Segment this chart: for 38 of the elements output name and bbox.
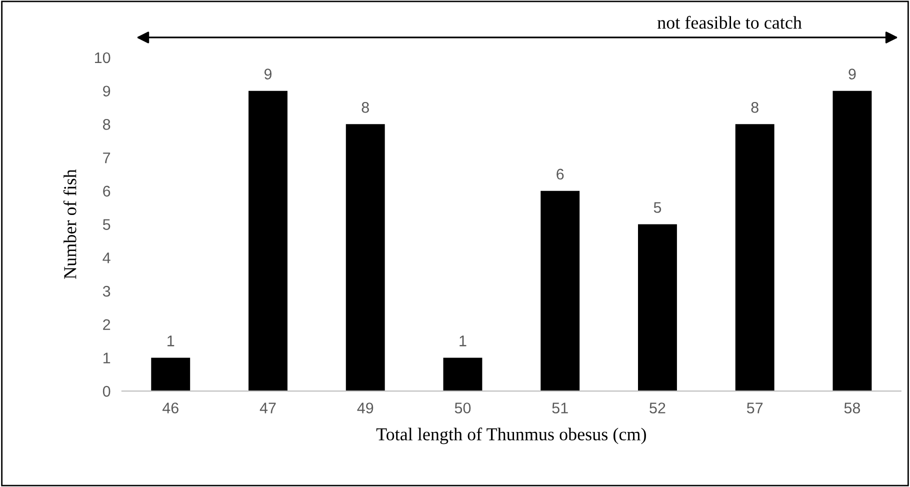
x-tick-label: 51	[552, 402, 568, 414]
y-tick-label: 9	[103, 86, 110, 97]
y-tick-label: 6	[103, 186, 110, 197]
data-label: 1	[168, 336, 174, 346]
bar	[248, 90, 288, 392]
x-tick-label: 52	[650, 402, 666, 414]
data-label: 9	[264, 68, 272, 80]
data-label: 8	[362, 102, 369, 113]
data-label: 9	[848, 68, 856, 80]
y-tick-label: 3	[102, 286, 110, 297]
data-label: 8	[751, 102, 758, 113]
data-label: 1	[460, 336, 466, 346]
x-tick-label: 50	[454, 402, 471, 414]
bar	[151, 358, 190, 392]
bar	[443, 358, 482, 392]
x-tick-label: 58	[844, 402, 860, 414]
y-tick-label: 10	[95, 52, 110, 64]
y-axis-title: Number of fish	[63, 169, 76, 279]
data-label: 6	[556, 168, 564, 180]
x-tick-label: 49	[357, 402, 374, 414]
x-tick-label: 46	[162, 402, 178, 414]
text: not feasible to catch	[658, 16, 802, 29]
bar	[832, 90, 872, 392]
data-label: 5	[654, 202, 662, 213]
y-tick-label: 4	[102, 252, 110, 264]
bar	[638, 224, 677, 392]
x-tick-label: 57	[746, 402, 763, 414]
bar	[540, 190, 580, 392]
y-tick-label: 2	[103, 319, 110, 330]
y-tick-label: 1	[104, 352, 110, 364]
bar	[735, 124, 774, 392]
y-tick-label: 8	[102, 119, 110, 130]
x-tick-label: 47	[260, 402, 276, 414]
y-tick-label: 0	[102, 386, 110, 397]
y-tick-label: 7	[103, 152, 110, 164]
y-tick-label: 5	[102, 219, 110, 230]
bar	[346, 124, 385, 392]
x-axis-title: Total length of Thunmus obesus (cm)	[376, 428, 646, 444]
